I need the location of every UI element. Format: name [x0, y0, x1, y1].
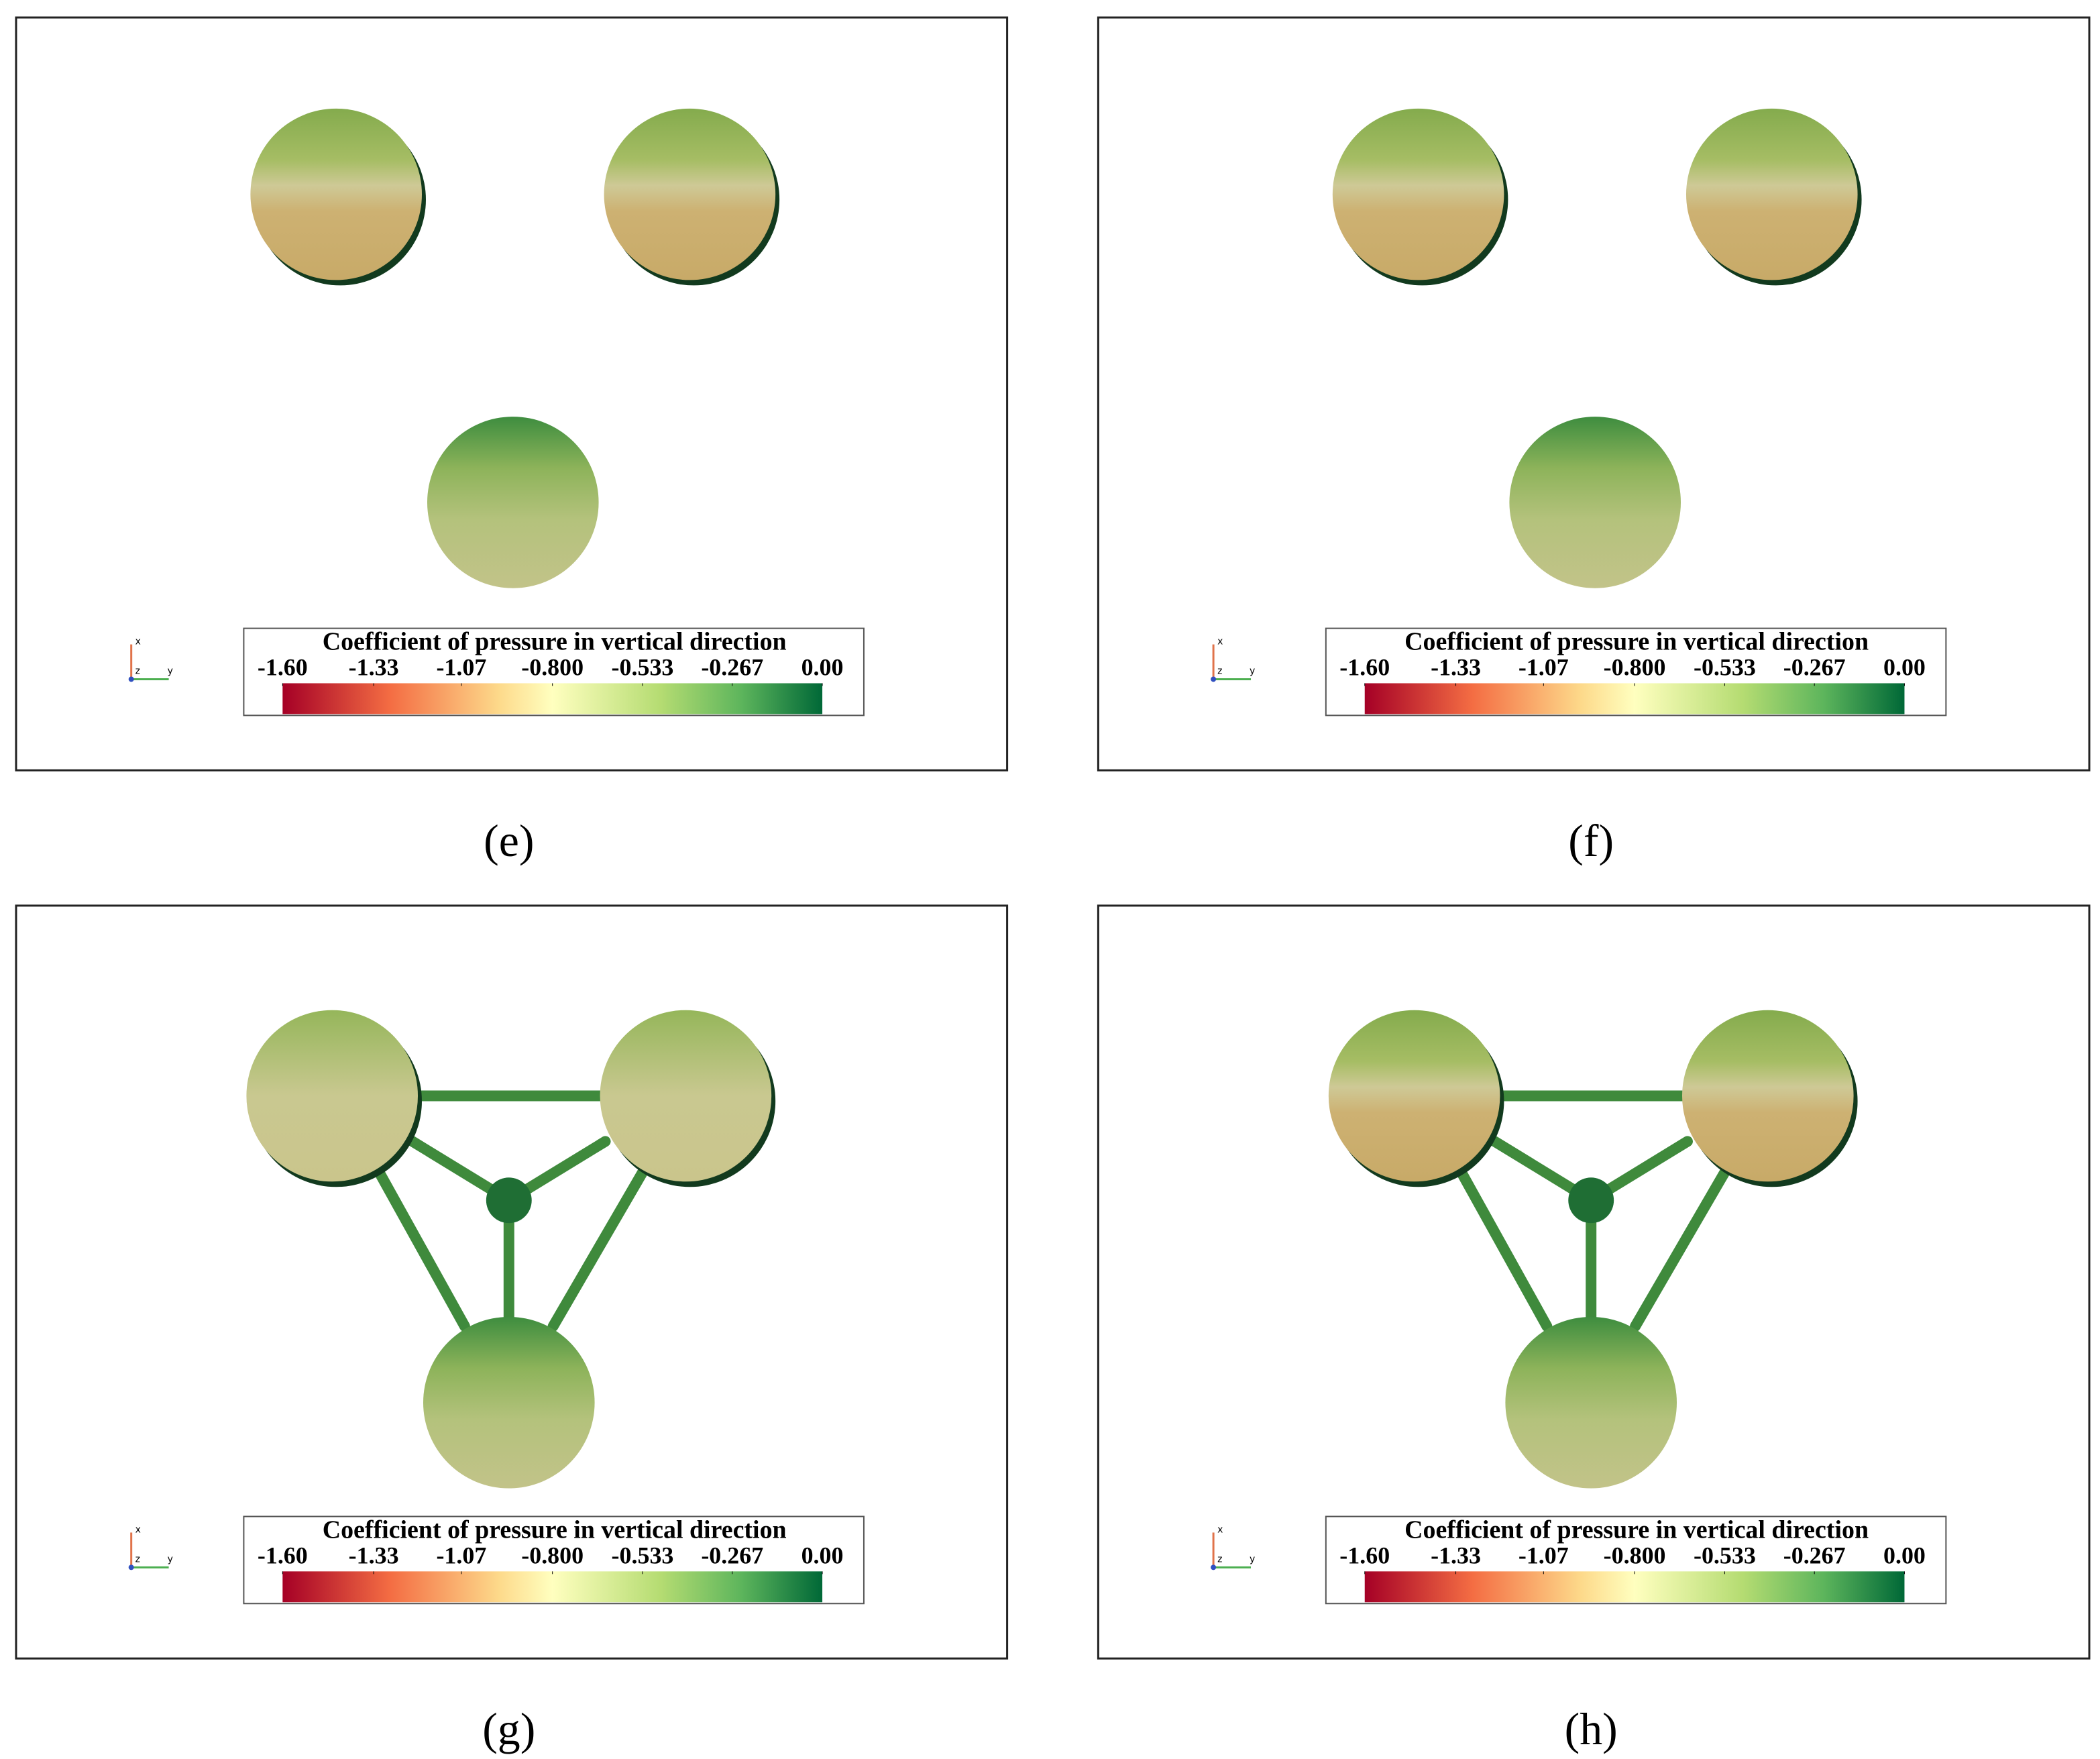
axes-triad: x y z [1211, 637, 1255, 682]
axis-z [128, 676, 134, 682]
panel: x y z Coefficient of pressure in vertical d… [15, 904, 1009, 1754]
tick-label: -0.533 [612, 1542, 674, 1568]
tick-label: -1.33 [1431, 1542, 1481, 1568]
tick-label: 0.00 [802, 653, 844, 680]
tick-label: -0.533 [612, 653, 674, 680]
panel-label: (e) [484, 816, 534, 866]
tick-label: -0.800 [521, 1542, 584, 1568]
tick-label: -1.60 [1339, 653, 1390, 680]
axis-label: x [135, 1524, 141, 1535]
pontoon [604, 108, 776, 280]
legend-title: Coefficient of pressure in vertical dire… [1404, 1515, 1869, 1544]
axis-label: y [1250, 665, 1255, 676]
tick-label: -0.800 [521, 653, 584, 680]
pontoon [1509, 417, 1681, 588]
color-legend: Coefficient of pressure in vertical dire… [243, 628, 865, 716]
panel: x y z Coefficient of pressure in vertical d… [1097, 904, 2091, 1754]
legend-title: Coefficient of pressure in vertical dire… [1404, 628, 1869, 656]
tick-label: -0.533 [1694, 1542, 1756, 1568]
pontoon [423, 1316, 595, 1489]
panel-label: (g) [482, 1704, 535, 1754]
tick-label: -1.07 [1518, 653, 1569, 680]
pontoon [1328, 1010, 1500, 1182]
axis-z [128, 1564, 134, 1570]
brace [1454, 1164, 1553, 1332]
colorbar [282, 1571, 823, 1603]
axes-triad: x y z [128, 1524, 173, 1570]
tick-label: -1.07 [436, 1542, 486, 1568]
tick-label: 0.00 [1883, 1542, 1926, 1568]
axis-label: z [135, 1554, 140, 1564]
tick-label: -1.33 [1431, 653, 1481, 680]
pontoon [1505, 1316, 1677, 1489]
tick-label: 0.00 [802, 1542, 844, 1568]
axes-triad: x y z [1211, 1524, 1255, 1570]
color-legend: Coefficient of pressure in vertical dire… [243, 1515, 865, 1605]
tick-label: -1.60 [258, 1542, 308, 1568]
panel: x y z Coefficient of pressure in vertical d… [15, 16, 1009, 866]
tick-label: -1.33 [349, 653, 399, 680]
panel-label: (h) [1565, 1704, 1618, 1754]
color-legend: Coefficient of pressure in vertical dire… [1325, 628, 1947, 716]
tick-label: -0.267 [701, 653, 763, 680]
tick-label: -0.800 [1604, 653, 1666, 680]
brace [547, 1164, 650, 1332]
colorbar [282, 683, 823, 714]
tick-label: -0.267 [1783, 1542, 1846, 1568]
legend-title: Coefficient of pressure in vertical dire… [323, 1515, 787, 1544]
pontoon [1681, 1010, 1854, 1182]
tick-label: -1.60 [258, 653, 308, 680]
axes-triad: x y z [128, 637, 173, 682]
tick-label: -0.267 [701, 1542, 763, 1568]
tick-label: 0.00 [1883, 653, 1926, 680]
axis-label: y [1250, 1554, 1255, 1564]
axis-z [1211, 1564, 1217, 1570]
pontoon [1685, 108, 1858, 280]
pontoon [1332, 108, 1504, 280]
tick-label: -1.07 [436, 653, 486, 680]
pontoon [250, 108, 422, 280]
tick-label: -0.533 [1694, 653, 1756, 680]
colorbar [1364, 1571, 1905, 1603]
brace [1630, 1164, 1732, 1332]
pontoon [427, 417, 599, 588]
tick-label: -1.33 [349, 1542, 399, 1568]
tick-label: -0.267 [1783, 653, 1846, 680]
tick-label: -1.60 [1339, 1542, 1390, 1568]
axis-label: z [1217, 665, 1222, 676]
tick-label: -1.07 [1518, 1542, 1569, 1568]
legend-title: Coefficient of pressure in vertical dire… [323, 628, 787, 656]
panel-label: (f) [1568, 816, 1614, 866]
pontoon [246, 1010, 419, 1182]
axis-label: y [168, 1554, 173, 1564]
tick-label: -0.800 [1604, 1542, 1666, 1568]
axis-label: x [1217, 637, 1223, 647]
panel: x y z Coefficient of pressure in vertical d… [1097, 16, 2091, 866]
hub [486, 1177, 532, 1224]
axis-label: y [168, 665, 173, 676]
axis-label: z [135, 665, 140, 676]
pontoon [600, 1010, 772, 1182]
color-legend: Coefficient of pressure in vertical dire… [1325, 1515, 1947, 1605]
axis-z [1211, 676, 1217, 682]
hub [1568, 1177, 1614, 1224]
brace [372, 1164, 470, 1332]
axis-label: x [135, 637, 141, 647]
colorbar [1364, 683, 1905, 714]
axis-label: z [1217, 1554, 1222, 1564]
axis-label: x [1217, 1524, 1223, 1535]
